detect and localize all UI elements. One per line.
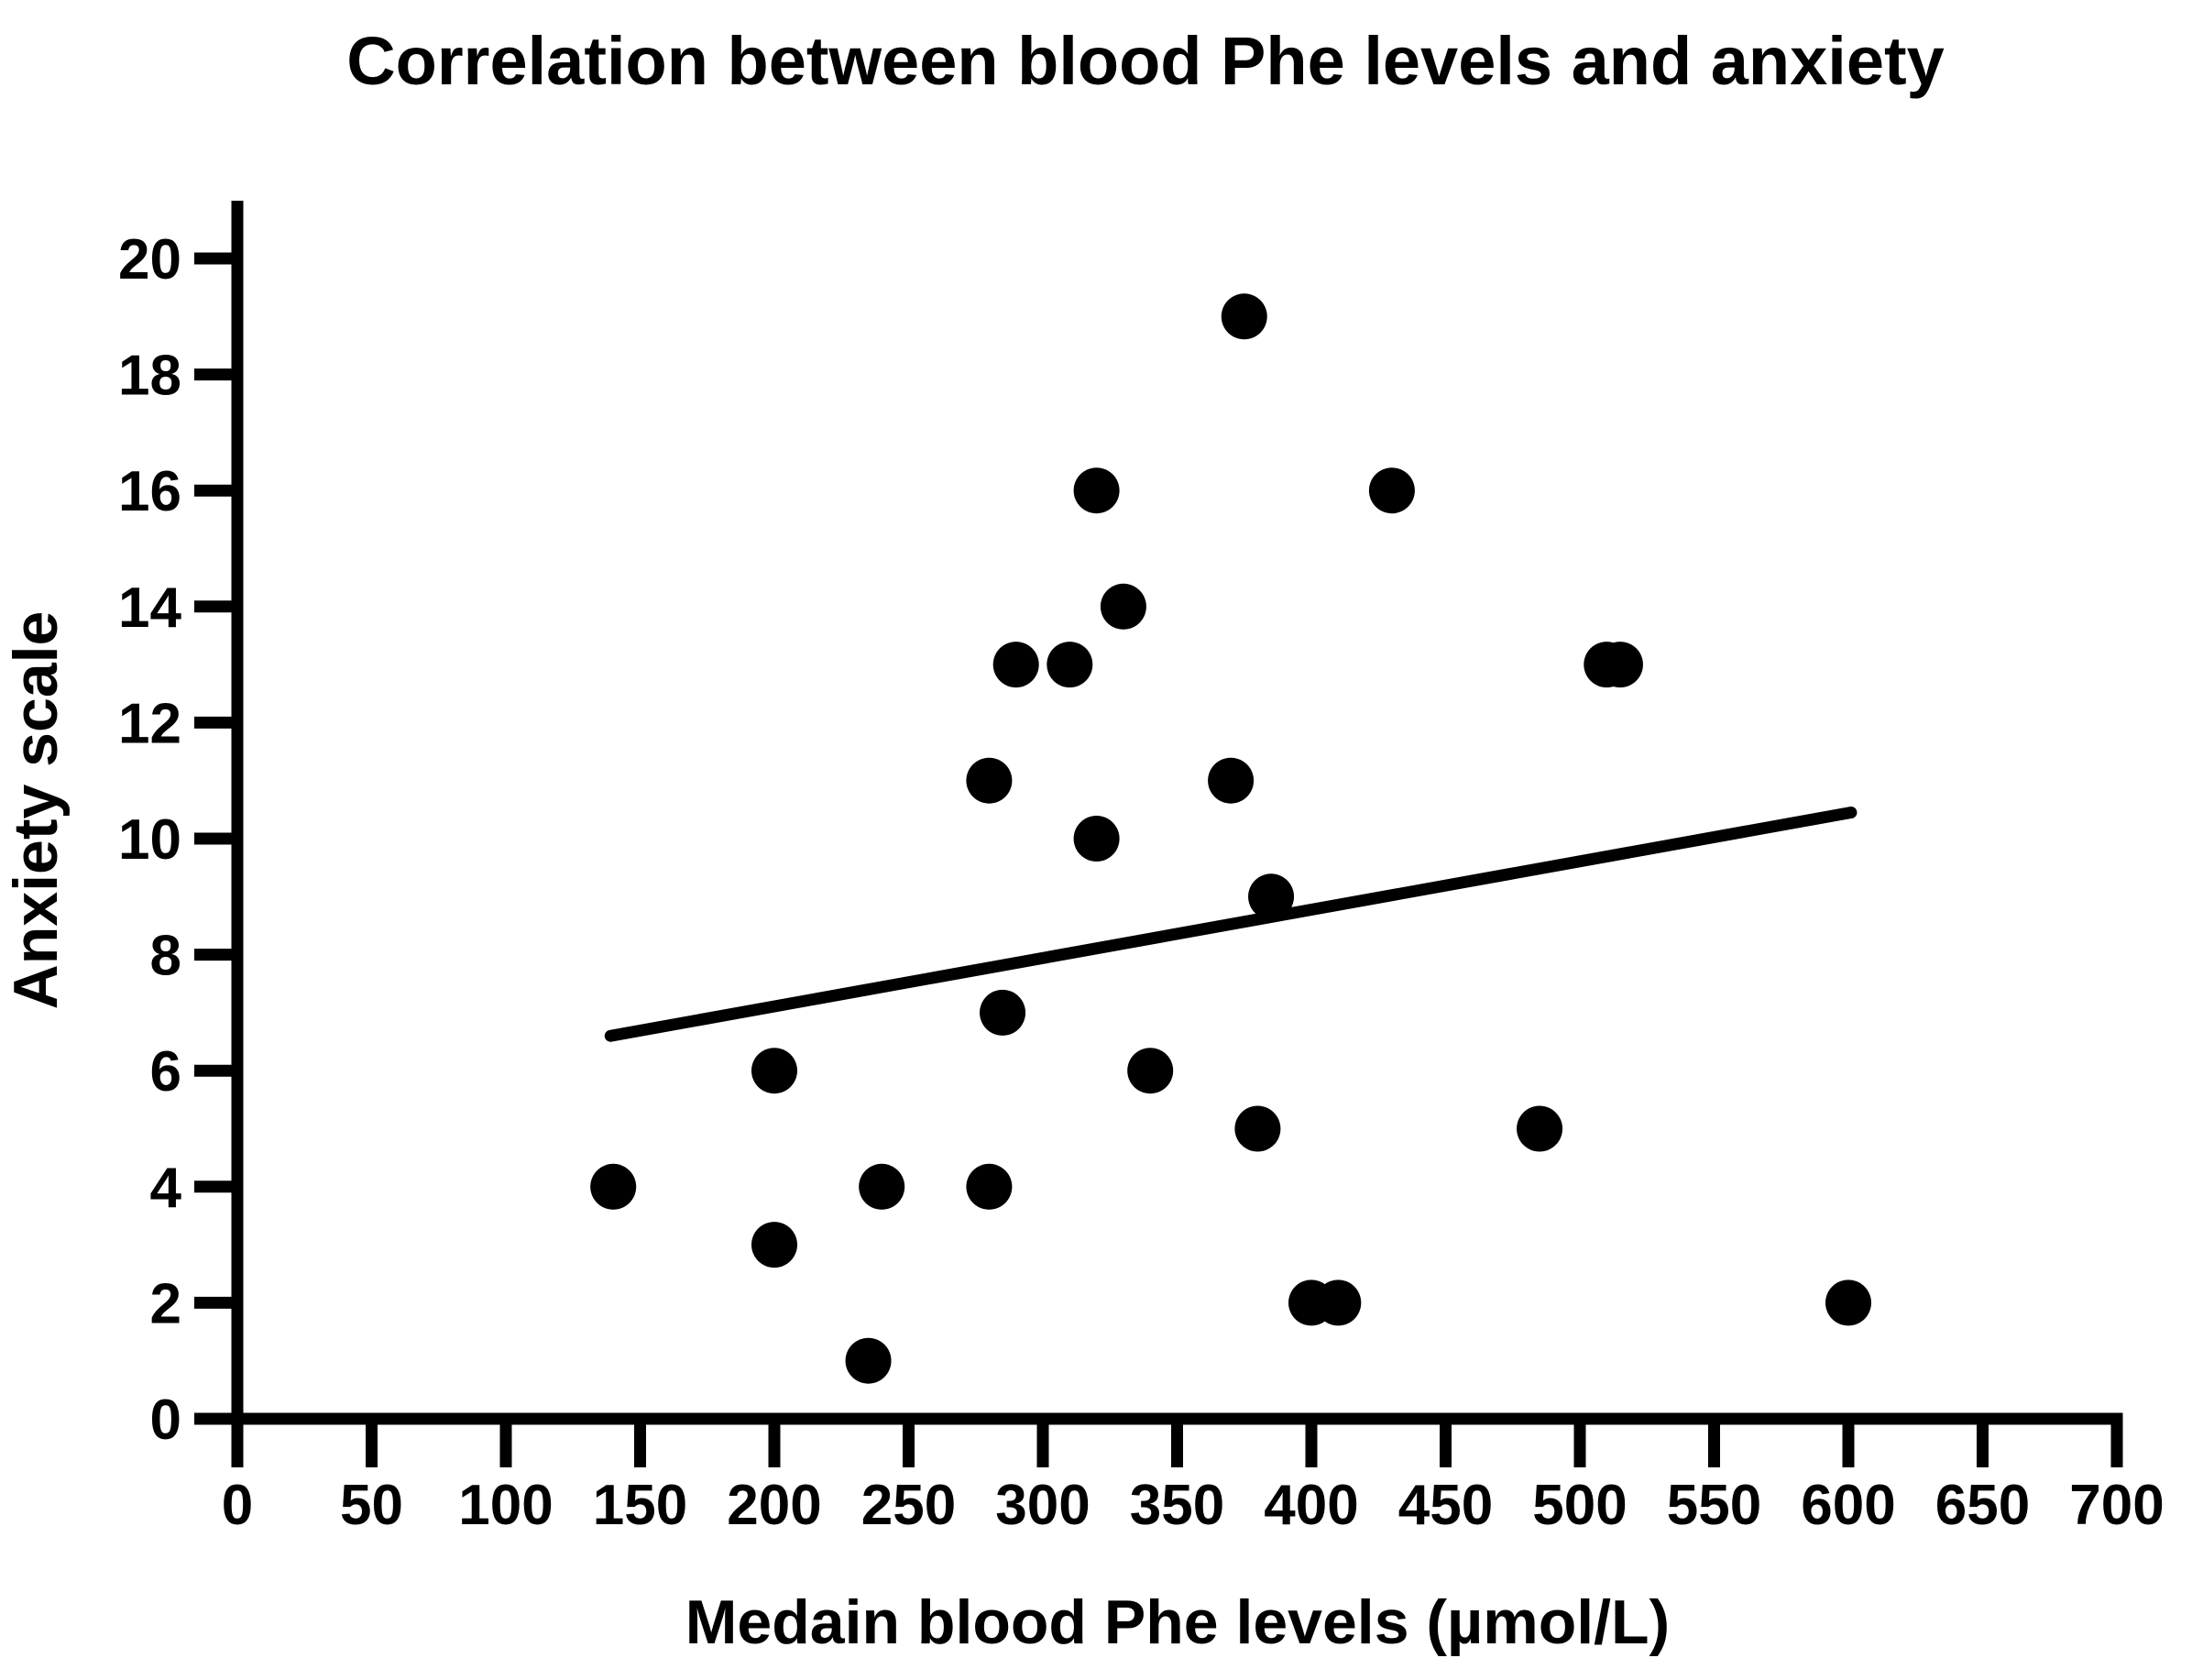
- x-tick-label: 50: [340, 1474, 403, 1537]
- x-tick-label: 200: [727, 1474, 821, 1537]
- chart-title: Correlation between blood Phe levels and…: [346, 23, 1945, 99]
- x-tick-label: 450: [1398, 1474, 1493, 1537]
- x-tick-label: 650: [1935, 1474, 2030, 1537]
- data-point: [1248, 873, 1295, 920]
- trend-layer: [604, 807, 1858, 1042]
- y-axis-title: Anxiety scale: [1, 611, 71, 1010]
- x-tick-label: 250: [861, 1474, 956, 1537]
- y-tick-label: 20: [118, 228, 181, 291]
- trend-line: [604, 807, 1858, 1042]
- y-tick-label: 6: [150, 1040, 181, 1104]
- y-tick-label: 14: [118, 576, 181, 640]
- x-tick-label: 300: [995, 1474, 1090, 1537]
- y-tick-label: 18: [118, 345, 181, 408]
- data-point: [966, 1163, 1013, 1210]
- data-point: [1315, 1279, 1362, 1326]
- y-tick-label: 4: [150, 1157, 182, 1220]
- data-point: [1073, 816, 1120, 862]
- y-tick-label: 12: [118, 692, 181, 755]
- x-tick-label: 150: [593, 1474, 687, 1537]
- x-tick-label: 100: [458, 1474, 553, 1537]
- y-tick-label: 2: [150, 1272, 181, 1335]
- y-tick-label: 10: [118, 808, 181, 872]
- y-tick-label: 16: [118, 460, 181, 523]
- data-point: [992, 642, 1039, 688]
- data-point: [1596, 642, 1643, 688]
- data-point: [1073, 467, 1120, 514]
- data-point: [1368, 467, 1415, 514]
- x-tick-label: 400: [1264, 1474, 1358, 1537]
- data-point: [1234, 1105, 1281, 1152]
- x-axis-title: Medain blood Phe levels (µmol/L): [685, 1587, 1670, 1657]
- data-point: [1127, 1048, 1174, 1094]
- data-point: [980, 989, 1026, 1036]
- y-tick-label: 8: [150, 925, 181, 988]
- data-point: [1221, 293, 1267, 340]
- data-point: [845, 1337, 892, 1384]
- data-point: [1047, 642, 1093, 688]
- data-point: [1517, 1105, 1563, 1152]
- data-point: [859, 1163, 905, 1210]
- x-tick-label: 600: [1801, 1474, 1895, 1537]
- data-point: [966, 757, 1013, 804]
- x-tick-label: 700: [2069, 1474, 2164, 1537]
- data-point: [751, 1048, 797, 1094]
- data-points-layer: [590, 293, 1871, 1384]
- data-point: [1825, 1279, 1871, 1326]
- x-tick-label: 350: [1130, 1474, 1224, 1537]
- x-tick-label: 550: [1667, 1474, 1761, 1537]
- y-tick-label: 0: [150, 1389, 181, 1452]
- x-tick-label: 0: [222, 1474, 253, 1537]
- data-point: [590, 1163, 637, 1210]
- data-point: [751, 1222, 797, 1268]
- data-point: [1100, 583, 1146, 630]
- x-tick-label: 500: [1532, 1474, 1627, 1537]
- data-point: [1208, 757, 1255, 804]
